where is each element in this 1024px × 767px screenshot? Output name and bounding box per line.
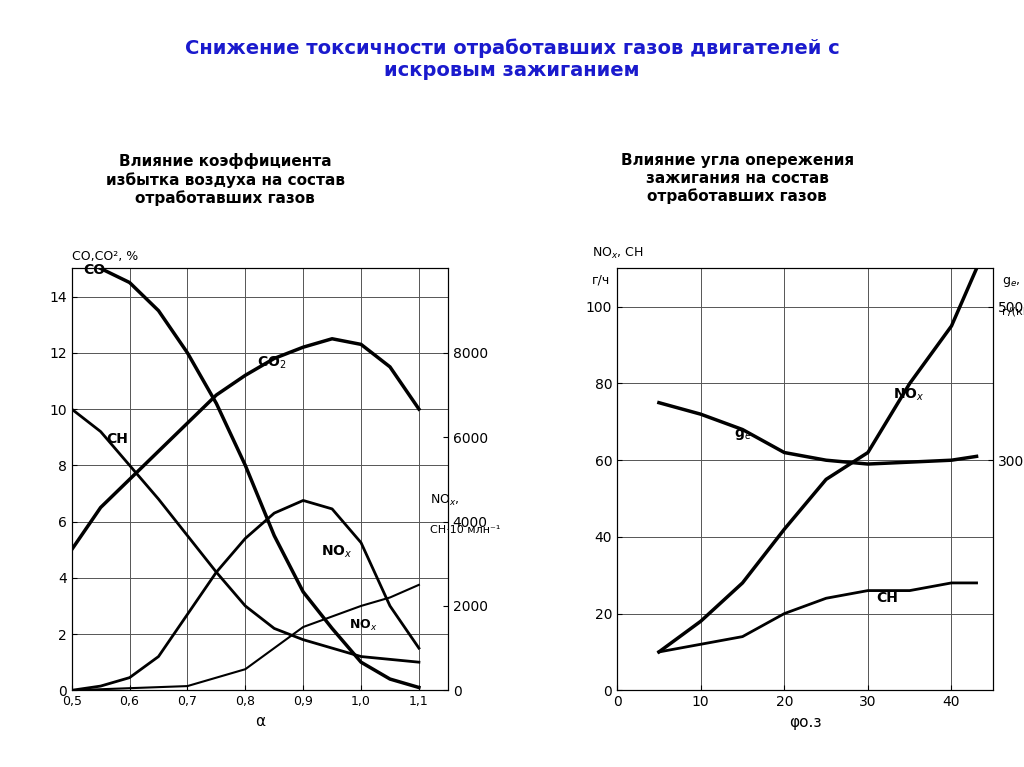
- Text: NO$_x$, CH: NO$_x$, CH: [592, 246, 644, 261]
- Text: NO$_x$: NO$_x$: [893, 387, 925, 403]
- Text: Влияние коэффициента
избытка воздуха на состав
отработавших газов: Влияние коэффициента избытка воздуха на …: [105, 153, 345, 206]
- Text: NO$_x$: NO$_x$: [349, 617, 378, 633]
- X-axis label: φо.з: φо.з: [788, 715, 821, 729]
- Text: g$_e$: g$_e$: [734, 427, 752, 443]
- Text: NO$_x$: NO$_x$: [321, 543, 352, 560]
- Text: г/ч: г/ч: [592, 274, 610, 287]
- Text: CO$_2$: CO$_2$: [257, 355, 286, 371]
- Text: CO: CO: [83, 263, 105, 277]
- Text: g$_e$,: g$_e$,: [1001, 275, 1020, 289]
- Text: CO,CO², %: CO,CO², %: [72, 250, 138, 263]
- Text: CH·10 млн⁻¹: CH·10 млн⁻¹: [430, 525, 501, 535]
- Text: Снижение токсичности отработавших газов двигателей с
искровым зажиганием: Снижение токсичности отработавших газов …: [184, 38, 840, 80]
- Text: CH: CH: [106, 432, 128, 446]
- Text: Влияние угла опережения
зажигания на состав
отработавших газов: Влияние угла опережения зажигания на сос…: [621, 153, 854, 204]
- Text: NO$_x$,: NO$_x$,: [430, 493, 460, 508]
- Text: CH: CH: [877, 591, 898, 605]
- X-axis label: α: α: [255, 714, 265, 729]
- Text: г/(кВт·ч): г/(кВт·ч): [1001, 307, 1024, 317]
